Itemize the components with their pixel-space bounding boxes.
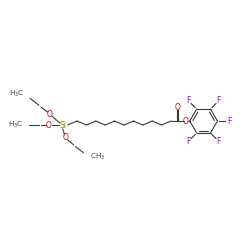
Text: O: O xyxy=(63,133,68,142)
Text: H$_3$C: H$_3$C xyxy=(8,89,24,100)
Text: F: F xyxy=(217,137,221,146)
Text: F: F xyxy=(217,96,221,105)
Text: O: O xyxy=(46,120,52,130)
Text: Si: Si xyxy=(59,120,66,130)
Text: F: F xyxy=(186,96,190,105)
Text: O: O xyxy=(47,110,53,118)
Text: O: O xyxy=(183,116,189,126)
Text: F: F xyxy=(227,116,232,126)
Text: O: O xyxy=(175,103,181,112)
Text: F: F xyxy=(186,137,190,146)
Text: H$_3$C: H$_3$C xyxy=(8,120,23,130)
Text: CH$_3$: CH$_3$ xyxy=(90,152,106,162)
